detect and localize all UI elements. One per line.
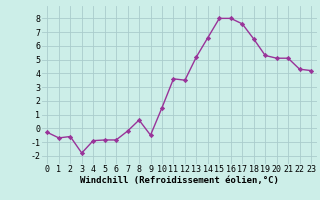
X-axis label: Windchill (Refroidissement éolien,°C): Windchill (Refroidissement éolien,°C) [80,176,279,185]
